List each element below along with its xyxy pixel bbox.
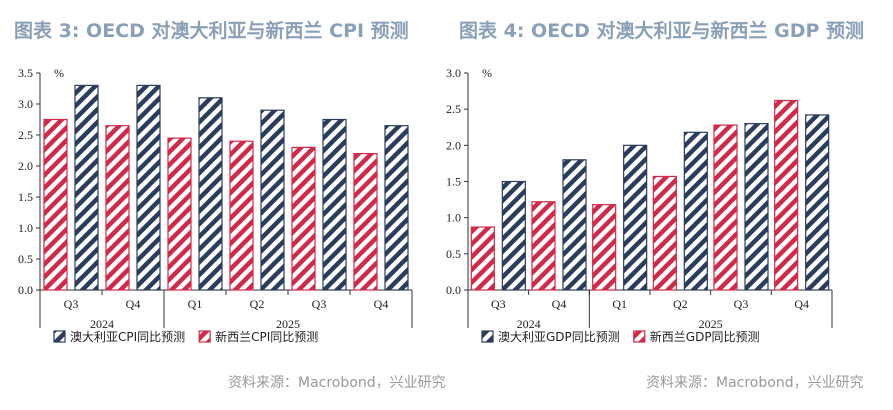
y-tick-label: 1.0 [446,211,461,225]
legend-label-gdp-0: 澳大利亚GDP同比预测 [498,330,620,344]
y-tick-label: 0.5 [446,247,461,261]
bar-cpi-s0-3 [260,109,285,291]
x-tick-label: Q3 [64,297,79,311]
legend-label-cpi-0: 澳大利亚CPI同比预测 [70,330,185,344]
bar-cpi-s0-5 [384,125,409,291]
bar-cpi-s1-2 [167,137,192,291]
bar-gdp-s1-2 [592,204,617,291]
y-tick-label: 1.5 [446,175,461,189]
bar-cpi-s0-1 [136,84,161,291]
x-group-label: 2024 [90,317,114,331]
y-tick-label: 1.5 [18,190,33,204]
y-tick-label: 0.0 [18,283,33,297]
bar-gdp-s0-2 [623,144,648,291]
y-tick-label: 2.5 [18,128,33,142]
bar-gdp-s1-0 [470,226,495,291]
y-tick-label: 2.0 [18,159,33,173]
bar-gdp-s1-5 [774,99,799,291]
x-tick-label: Q2 [250,297,265,311]
y-tick-label: 2.5 [446,102,461,116]
unit-label: % [482,66,492,80]
legend-swatch-gdp-1 [633,330,646,343]
x-tick-label: Q4 [126,297,141,311]
x-tick-label: Q1 [612,297,627,311]
y-tick-label: 3.0 [446,66,461,80]
bar-cpi-s1-4 [291,146,316,291]
x-group-label: 2025 [276,317,300,331]
x-tick-label: Q3 [312,297,327,311]
y-tick-label: 3.5 [18,66,33,80]
y-tick-label: 2.0 [446,138,461,152]
bar-gdp-s1-4 [713,124,738,291]
chart-title-gdp: 图表 4: OECD 对澳大利亚与新西兰 GDP 预测 [459,20,865,42]
legend-swatch-cpi-1 [198,330,211,343]
legend-label-cpi-1: 新西兰CPI同比预测 [215,329,318,344]
x-tick-label: Q3 [491,297,506,311]
bar-gdp-s0-4 [744,123,769,291]
x-tick-label: Q2 [673,297,688,311]
legend-label-gdp-1: 新西兰GDP同比预测 [650,329,760,344]
y-tick-label: 3.0 [18,97,33,111]
bar-gdp-s0-5 [805,114,830,291]
y-tick-label: 0.0 [446,283,461,297]
bar-cpi-s0-4 [322,118,347,291]
source-note-cpi: 资料来源：Macrobond，兴业研究 [228,375,446,391]
x-tick-label: Q4 [552,297,567,311]
legend-swatch-gdp-0 [481,330,494,343]
x-tick-label: Q4 [374,297,389,311]
bar-gdp-s0-1 [562,159,587,291]
bar-cpi-s1-1 [105,125,130,291]
x-group-label: 2025 [699,317,723,331]
source-note-gdp: 资料来源：Macrobond，兴业研究 [646,375,864,391]
bar-gdp-s0-0 [501,180,526,291]
bar-cpi-s0-2 [198,97,223,291]
unit-label: % [54,66,64,80]
chart-title-cpi: 图表 3: OECD 对澳大利亚与新西兰 CPI 预测 [14,20,409,42]
bar-gdp-s0-3 [683,131,708,291]
x-tick-label: Q3 [734,297,749,311]
y-tick-label: 0.5 [18,252,33,266]
bar-cpi-s1-5 [353,153,378,291]
x-tick-label: Q1 [188,297,203,311]
x-tick-label: Q4 [794,297,809,311]
bar-gdp-s1-3 [652,175,677,291]
x-group-label: 2024 [517,317,541,331]
bar-gdp-s1-1 [531,201,556,291]
bar-cpi-s1-0 [43,118,68,291]
legend-swatch-cpi-0 [53,330,66,343]
bar-cpi-s1-3 [229,140,254,291]
bar-cpi-s0-0 [74,84,99,291]
y-tick-label: 1.0 [18,221,33,235]
